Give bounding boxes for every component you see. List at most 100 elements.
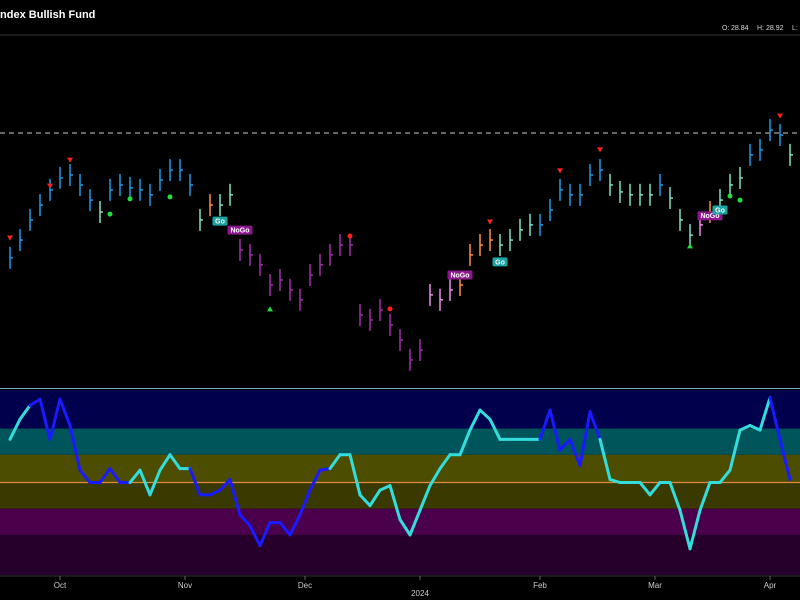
price-bar [779, 124, 783, 147]
osc-segment [168, 453, 182, 471]
osc-segment [348, 453, 362, 497]
osc-segment [228, 477, 242, 517]
price-bar [479, 234, 483, 256]
price-bar [299, 288, 303, 311]
osc-segment [718, 468, 732, 484]
price-bar [519, 218, 523, 241]
price-bar [189, 173, 193, 196]
price-bar [419, 339, 423, 361]
osc-segment [148, 468, 162, 497]
price-bar [619, 180, 623, 203]
signal-triangle [7, 235, 13, 241]
osc-segment [378, 484, 392, 492]
osc-segment [468, 408, 482, 432]
osc-segment [138, 468, 152, 497]
price-bar [539, 213, 543, 236]
osc-segment [78, 468, 92, 484]
price-bar [9, 246, 13, 269]
signal-triangle [597, 147, 603, 153]
annotation-box [212, 216, 228, 226]
price-bar [229, 183, 233, 206]
price-bar [509, 229, 513, 252]
signal-dot [727, 193, 733, 199]
osc-segment [388, 484, 402, 521]
osc-segment [58, 397, 72, 427]
signal-dot [387, 306, 393, 312]
osc-segment [128, 468, 142, 484]
price-bar [379, 299, 383, 322]
price-bar [429, 283, 433, 306]
x-tick-label: Oct [54, 581, 67, 590]
x-tick-label: Mar [648, 581, 662, 590]
annotation-label: NoGo [230, 227, 249, 234]
annotation-label: Go [215, 218, 225, 225]
price-bar [279, 269, 283, 291]
osc-segment [108, 467, 122, 484]
price-bar [69, 164, 73, 186]
osc-segment [298, 488, 312, 517]
osc-segment [458, 428, 472, 457]
signal-triangle [687, 243, 693, 249]
osc-segment [728, 428, 742, 472]
signal-triangle [487, 219, 493, 225]
signal-dot [347, 233, 353, 239]
price-bar [139, 178, 143, 201]
price-bar [119, 173, 123, 196]
price-bar [269, 273, 273, 296]
price-bar [129, 176, 133, 199]
osc-segment [308, 468, 322, 492]
osc-segment [688, 508, 702, 551]
price-bar [239, 238, 243, 261]
signal-dot [167, 194, 173, 200]
osc-segment [568, 437, 582, 468]
price-bar [19, 229, 23, 252]
osc-segment [188, 467, 202, 497]
osc-segment [608, 477, 622, 484]
osc-band [0, 482, 800, 509]
signal-triangle [557, 168, 563, 174]
price-bar [29, 208, 33, 231]
price-bar [259, 253, 263, 276]
price-bar [729, 173, 733, 196]
price-bar [529, 213, 533, 236]
osc-segment [548, 408, 562, 452]
price-bar [209, 194, 213, 217]
osc-segment [318, 467, 332, 472]
price-bar [559, 178, 563, 201]
price-bar [469, 243, 473, 266]
osc-segment [768, 396, 782, 441]
annotation-label: NoGo [450, 272, 469, 279]
x-tick-label: Nov [178, 581, 192, 590]
price-bar [389, 313, 393, 336]
osc-segment [248, 524, 262, 548]
price-bar [369, 308, 373, 331]
price-bar [339, 234, 343, 256]
osc-segment [328, 453, 342, 471]
osc-band [0, 534, 800, 575]
price-bar [659, 173, 663, 196]
x-tick-label: Dec [298, 581, 312, 590]
price-bar [109, 178, 113, 201]
annotation-box [227, 225, 253, 235]
price-bar [199, 208, 203, 231]
price-bar [319, 253, 323, 276]
annotation-box [447, 270, 473, 280]
price-bar [679, 208, 683, 231]
osc-band [0, 454, 800, 483]
signal-triangle [47, 183, 53, 189]
price-bar [639, 183, 643, 206]
price-bar [739, 166, 743, 189]
price-bar [329, 243, 333, 266]
signal-dot [107, 211, 113, 217]
annotation-label: Go [715, 207, 725, 214]
osc-segment [648, 481, 662, 497]
osc-segment [258, 521, 272, 548]
price-bar [179, 159, 183, 182]
x-tick-label: Apr [764, 581, 777, 590]
osc-segment [68, 423, 82, 472]
signal-triangle [267, 306, 273, 312]
chart-title: Index Bullish Fund [0, 9, 95, 21]
osc-segment [698, 481, 712, 512]
osc-segment [408, 508, 422, 537]
